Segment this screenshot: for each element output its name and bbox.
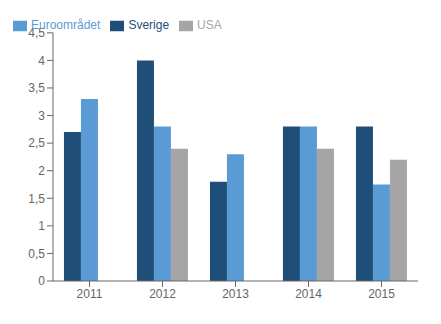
svg-text:2013: 2013 (222, 287, 249, 301)
svg-text:4: 4 (38, 54, 45, 68)
svg-text:0,5: 0,5 (28, 247, 45, 261)
svg-text:2014: 2014 (295, 287, 322, 301)
svg-text:3,5: 3,5 (28, 81, 45, 95)
svg-text:2012: 2012 (149, 287, 176, 301)
svg-text:1: 1 (38, 219, 45, 233)
svg-text:2015: 2015 (368, 287, 395, 301)
svg-text:2,5: 2,5 (28, 136, 45, 150)
svg-text:2: 2 (38, 164, 45, 178)
svg-text:2011: 2011 (77, 287, 103, 301)
svg-text:3: 3 (38, 109, 45, 123)
svg-text:1,5: 1,5 (28, 192, 45, 206)
svg-text:4,5: 4,5 (28, 26, 45, 40)
svg-text:0: 0 (38, 274, 45, 288)
